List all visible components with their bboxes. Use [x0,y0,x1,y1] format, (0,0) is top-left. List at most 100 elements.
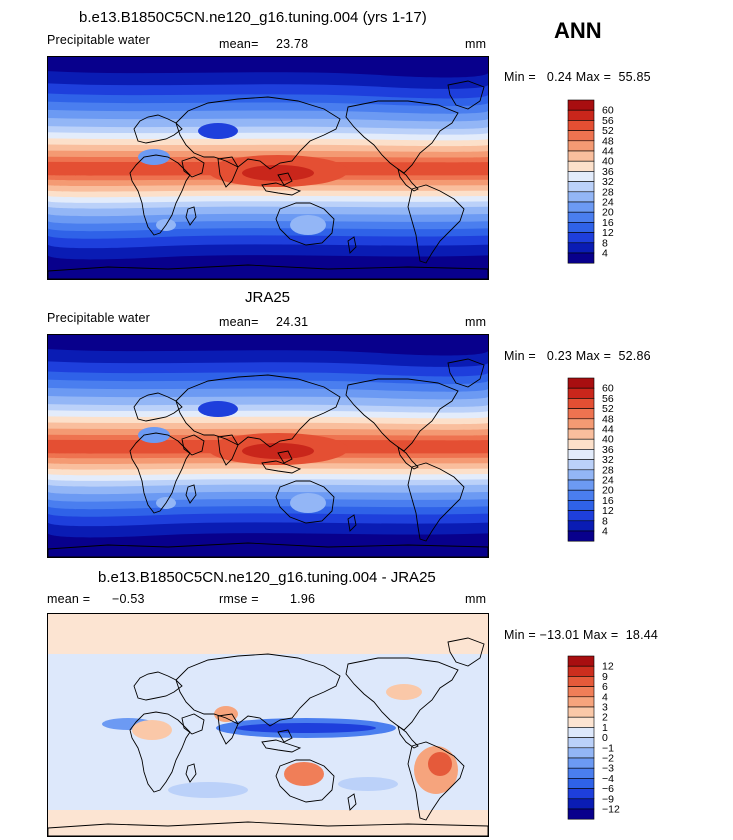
panel1-mean-label: mean= [219,37,259,51]
panel3-cbar-box-3 [567,686,595,698]
panel2-map [47,334,489,558]
panel2-cbar-box-9 [567,469,595,481]
panel2-map-field [48,335,488,557]
panel2-mean-label: mean= [219,315,259,329]
panel2-coast-greenland [447,358,485,388]
panel2-cbar-box-7 [567,449,595,460]
panel3-cbar-box-12 [567,778,595,789]
panel1-colorbar: 60 56 52 48 44 40 36 32 28 24 20 16 12 8 4 [567,99,628,274]
panel1-cbar-box-8 [567,181,595,193]
panel2-cbar-tick-9: 24 [602,475,614,487]
panel3-australia-pos [284,762,324,786]
panel3-sh-storm-1 [168,782,248,798]
panel3-cbar-tick-6: 1 [602,722,608,734]
panel2-coast-arabia [181,434,205,456]
panel1-cbar-tick-1: 56 [602,115,614,127]
panel1-coast-arabia [181,156,205,178]
panel1-cbar-box-2 [567,120,595,131]
panel1-coast-africa [129,154,191,236]
panel3-map-field [48,614,488,836]
panel3-minmax: Min = −13.01 Max = 18.44 [504,628,659,642]
panel3-cbar-tick-1: 9 [602,671,608,683]
panel3-cbar-tick-4: 3 [602,702,608,714]
panel2-cbar-tick-8: 28 [602,464,614,476]
panel1-australia-dry [290,215,326,235]
panel3-map [47,613,489,837]
panel1-cbar-box-5 [567,150,595,162]
panel2-cbar-tick-11: 16 [602,495,614,507]
panel3-cbar-tick-0: 12 [602,661,614,673]
panel3-eq-pacific-core [236,723,376,733]
panel1-cbar-tick-5: 40 [602,156,614,168]
panel2-coast-namerica [345,378,459,452]
panel3-coast-africa [129,711,191,793]
panel2-cbar-box-15 [567,530,595,542]
panel1-cbar-tick-4: 44 [602,146,614,158]
panel1-coast-greenland [447,80,485,110]
panel3-cbar-box-8 [567,737,595,749]
panel1-coast-europe [133,114,183,144]
panel2-coast-centralam [397,445,419,470]
panel2-cbar-tick-7: 32 [602,454,614,466]
panel3-cbar-box-6 [567,716,595,728]
panel2-mean-value: 24.31 [276,315,309,329]
panel1-coast-australia [275,202,335,246]
panel1-cbar-tick-9: 24 [602,197,614,209]
panel2-minmax: Min = 0.23 Max = 52.86 [504,349,651,363]
panel1-minmax: Min = 0.24 Max = 55.85 [504,70,651,84]
panel3-cbar-tick-9: −2 [602,753,614,765]
panel2-coast-australia [275,480,335,524]
panel3-coast-namerica [345,657,459,731]
panel3-title: b.e13.B1850C5CN.ne120_g16.tuning.004 - J… [98,569,436,586]
panel2-sahara-dry [138,427,170,443]
panel1-cbar-box-13 [567,232,595,244]
panel2-cbar-tick-5: 40 [602,434,614,446]
panel3-cbar-box-11 [567,767,595,779]
panel3-coast-nz [347,793,357,811]
panel1-coast-asia [175,96,341,170]
panel3-coast-borneo [277,729,293,743]
panel2-cbar-tick-2: 52 [602,403,614,415]
panel3-units: mm [465,592,487,606]
panel1-cbar-box-10 [567,201,595,213]
panel2-coast-india [217,434,239,466]
panel2-cbar-tick-13: 8 [602,515,608,527]
panel1-cbar-box-7 [567,171,595,182]
panel3-cbar-box-4 [567,696,595,708]
panel3-sh-storm-2 [338,777,398,791]
panel2-cbar-box-1 [567,387,595,399]
panel1-coast-madagascar [185,206,197,226]
panel3-cbar-tick-14: −12 [602,804,620,816]
panel2-field-label: Precipitable water [47,311,150,325]
panel2-cbar-box-8 [567,459,595,471]
panel1-coast-namerica [345,100,459,174]
panel1-cbar-box-12 [567,222,595,233]
panel1-sahara-dry [138,149,170,165]
panel1-cbar-box-0 [567,99,595,111]
panel3-coast-samerica [407,741,465,821]
panel2-coast-indonesia [261,460,302,474]
panel3-cbar-box-10 [567,757,595,769]
panel2-cbar-tick-14: 4 [602,526,608,538]
panel2-cbar-tick-1: 56 [602,393,614,405]
panel2-australia-dry [290,493,326,513]
panel3-cbar-box-13 [567,788,595,800]
panel2-cbar-tick-3: 48 [602,413,614,425]
panel3-cbar-box-14 [567,798,595,810]
panel2-coast-nz [347,514,357,532]
panel2-title: JRA25 [245,289,291,306]
panel1-cbar-box-9 [567,191,595,203]
panel2-cbar-box-4 [567,418,595,430]
panel1-cbar-box-11 [567,211,595,223]
panel2-cbar-box-5 [567,428,595,440]
panel3-namerica-pos [386,684,422,700]
panel2-colorbar: 60 56 52 48 44 40 36 32 28 24 20 16 12 8 4 [567,377,628,552]
panel3-samerica-core [428,752,452,776]
panel3-cbar-tick-10: −3 [602,763,614,775]
panel2-cbar-box-13 [567,510,595,522]
panel2-cbar-box-11 [567,489,595,501]
panel3-cbar-box-7 [567,727,595,738]
panel2-units: mm [465,315,487,329]
panel1-coast-samerica [407,184,465,264]
